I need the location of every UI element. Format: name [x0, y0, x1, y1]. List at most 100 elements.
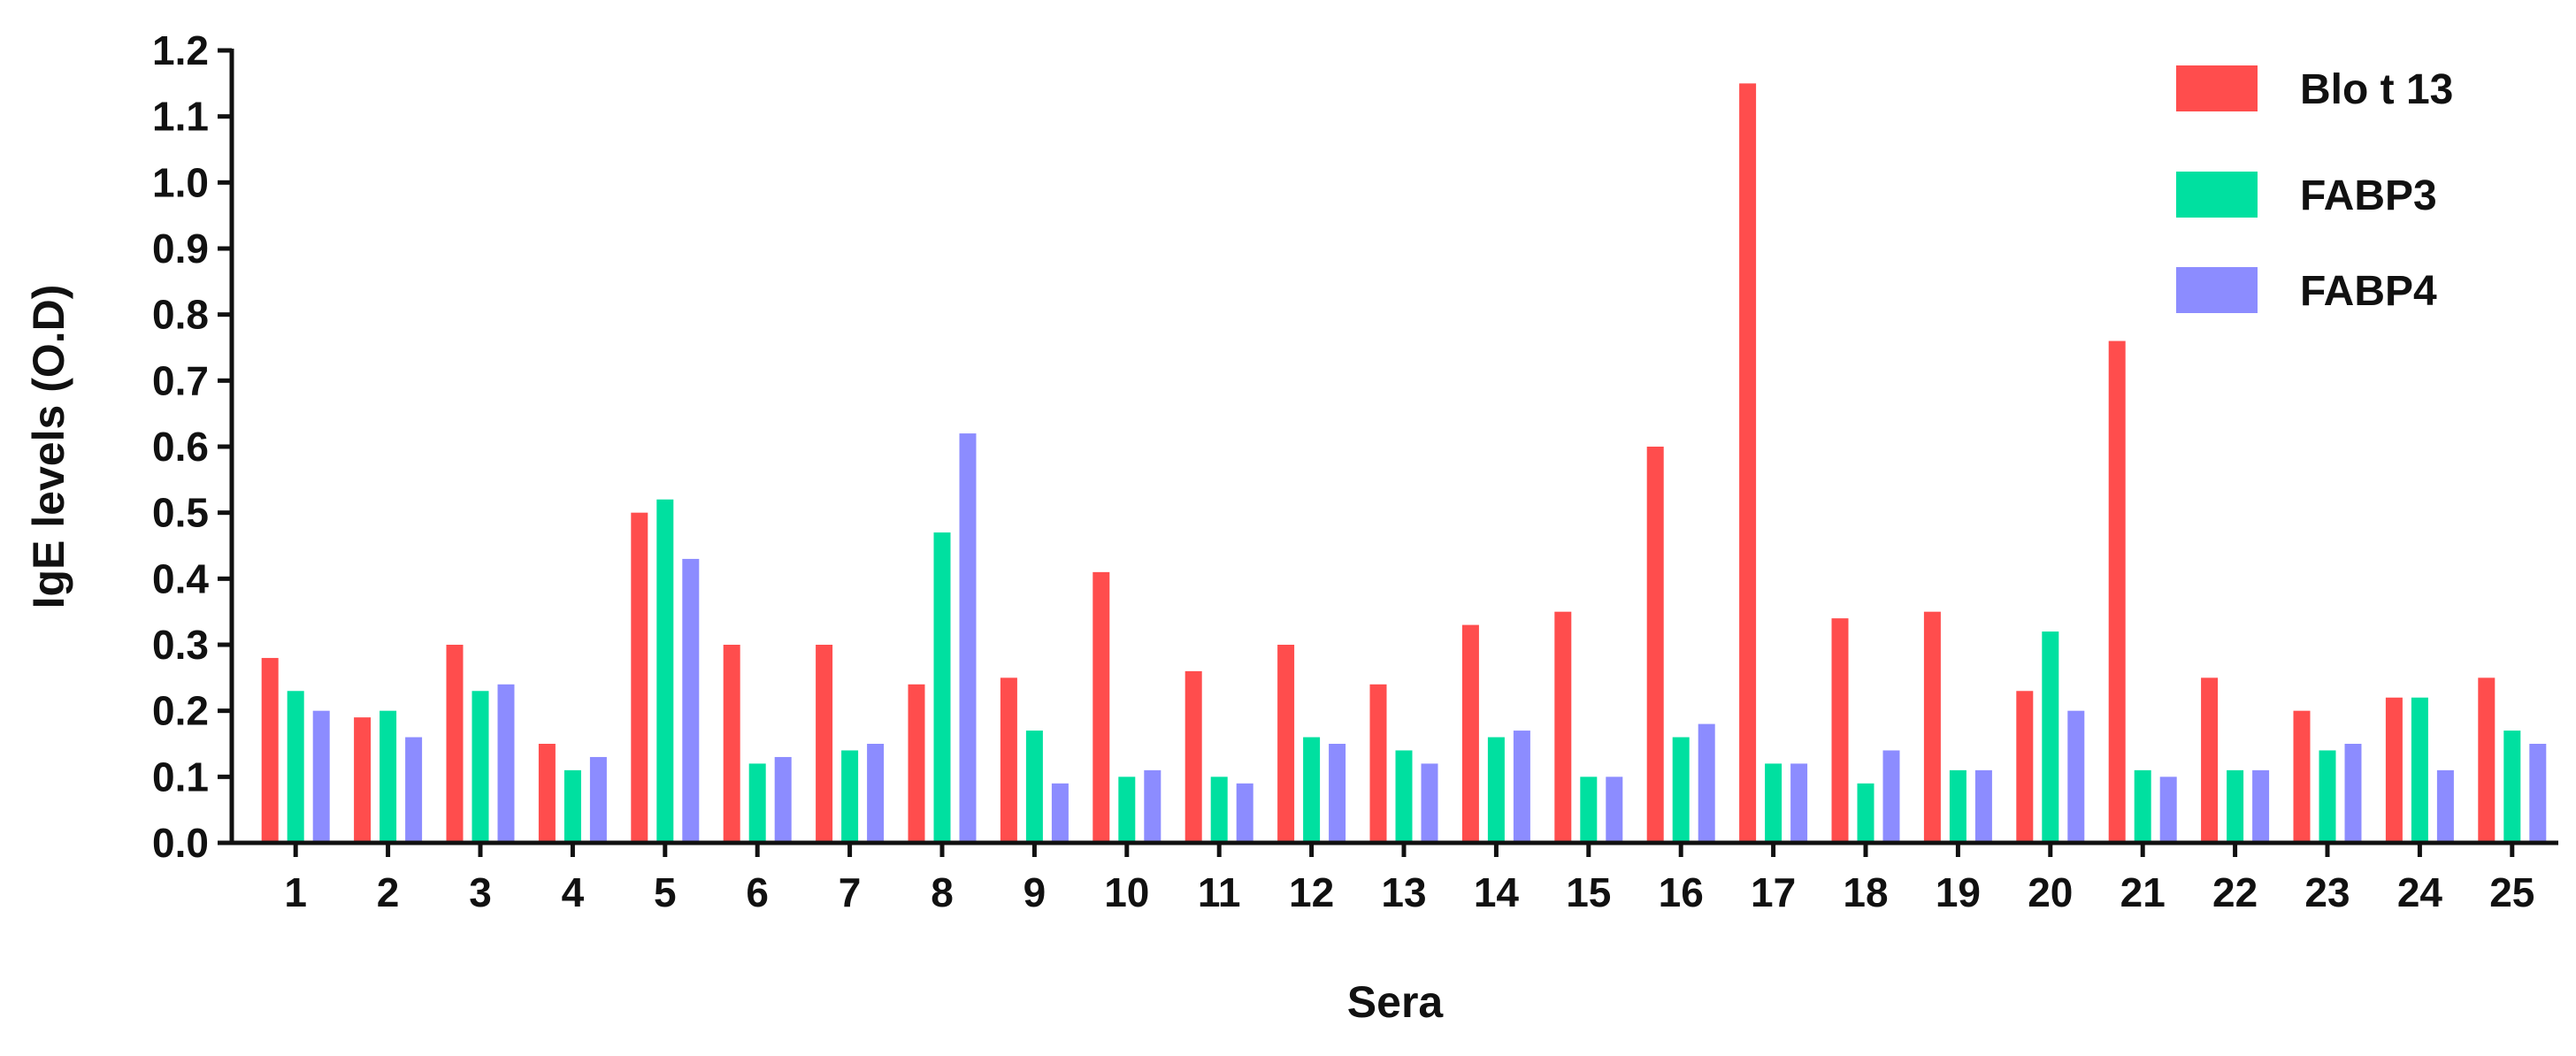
bar-fabp3: [380, 710, 397, 843]
bar-fabp3: [656, 499, 674, 843]
bar-fabp4: [497, 684, 515, 843]
x-tick-label: 15: [1566, 869, 1611, 915]
bar-fabp3: [1303, 737, 1321, 843]
bar-fabp4: [1144, 769, 1162, 843]
y-tick-label: 0.7: [152, 357, 209, 403]
bar-blo-t-13: [723, 645, 740, 843]
bar-blo-t-13: [1369, 684, 1387, 843]
y-tick-label: 0.3: [152, 622, 209, 668]
bar-fabp4: [1329, 744, 1346, 843]
bar-blo-t-13: [261, 657, 279, 843]
x-tick-label: 1: [284, 869, 307, 915]
bar-blo-t-13: [2293, 710, 2311, 843]
bar-blo-t-13: [2201, 677, 2219, 843]
bar-blo-t-13: [2108, 341, 2126, 843]
bar-fabp4: [2436, 769, 2454, 843]
x-tick-label: 16: [1659, 869, 1704, 915]
bar-fabp3: [933, 532, 951, 843]
bar-fabp4: [2159, 777, 2177, 843]
bar-blo-t-13: [1923, 611, 1941, 843]
bar-blo-t-13: [908, 684, 925, 843]
bar-blo-t-13: [1461, 624, 1479, 843]
x-tick-label: 14: [1474, 869, 1520, 915]
bar-fabp3: [1765, 763, 1782, 843]
bar-fabp4: [1882, 750, 1900, 843]
bar-fabp4: [1236, 783, 1254, 843]
bar-blo-t-13: [2478, 677, 2496, 843]
bar-blo-t-13: [1277, 645, 1295, 843]
bar-fabp4: [1051, 783, 1069, 843]
bar-blo-t-13: [631, 512, 648, 843]
x-tick-label: 7: [839, 869, 862, 915]
x-tick-label: 22: [2212, 869, 2258, 915]
y-tick-label: 0.6: [152, 424, 209, 470]
y-tick-label: 0.4: [152, 555, 209, 601]
bar-fabp4: [312, 710, 330, 843]
bar-fabp4: [959, 433, 977, 843]
legend: Blo t 13 FABP3 FABP4: [2176, 65, 2453, 315]
bar-fabp4: [1421, 763, 1438, 843]
bar-fabp3: [472, 691, 489, 843]
legend-label: FABP3: [2300, 172, 2437, 219]
y-tick-label: 1.2: [152, 27, 209, 73]
x-tick-label: 9: [1024, 869, 1046, 915]
legend-label: Blo t 13: [2300, 66, 2453, 113]
x-tick-label: 6: [746, 869, 769, 915]
x-tick-label: 10: [1104, 869, 1149, 915]
bar-fabp3: [1487, 737, 1505, 843]
x-tick-label: 25: [2489, 869, 2534, 915]
bar-fabp4: [1790, 763, 1808, 843]
bar-fabp4: [682, 558, 700, 843]
bar-blo-t-13: [446, 645, 464, 843]
bars-layer: [261, 83, 2547, 844]
x-tick-label: 17: [1751, 869, 1796, 915]
x-tick-label: 2: [377, 869, 400, 915]
bar-fabp3: [1949, 769, 1966, 843]
bar-fabp4: [1606, 777, 1623, 843]
legend-swatch: [2176, 267, 2258, 313]
bar-fabp3: [1395, 750, 1413, 843]
bar-fabp3: [2227, 769, 2244, 843]
x-ticks: 1 2 3 4 5 6 7 8 9 10 11 12 13 14 15 16 17 18 19 20 21 22 23 24 2…: [284, 843, 2534, 915]
y-tick-label: 0.1: [152, 754, 209, 800]
bar-fabp3: [2319, 750, 2336, 843]
bar-blo-t-13: [1646, 447, 1664, 843]
bar-fabp3: [1580, 777, 1598, 843]
y-ticks: 0.0 0.1 0.2 0.3 0.4 0.5 0.6 0.7 0.8 0.9 1.0 1.1 1.2: [152, 27, 232, 866]
bar-fabp3: [2503, 731, 2521, 843]
bar-fabp3: [1210, 777, 1228, 843]
bar-blo-t-13: [354, 717, 372, 843]
bar-blo-t-13: [1831, 618, 1849, 843]
legend-swatch: [2176, 172, 2258, 218]
x-tick-label: 13: [1381, 869, 1426, 915]
y-tick-label: 1.1: [152, 94, 209, 140]
bar-fabp3: [2042, 631, 2059, 843]
x-tick-label: 24: [2397, 869, 2443, 915]
bar-blo-t-13: [1184, 670, 1202, 843]
bar-fabp4: [2252, 769, 2270, 843]
y-axis-title: IgE levels (O.D): [24, 285, 73, 609]
x-tick-label: 18: [1843, 869, 1888, 915]
bar-blo-t-13: [2016, 691, 2034, 843]
bar-fabp4: [1974, 769, 1992, 843]
x-tick-label: 21: [2120, 869, 2166, 915]
bar-fabp3: [1118, 777, 1136, 843]
y-tick-label: 0.0: [152, 820, 209, 866]
bar-blo-t-13: [1739, 83, 1757, 844]
bar-fabp4: [405, 737, 423, 843]
bar-fabp3: [1672, 737, 1690, 843]
x-tick-label: 4: [562, 869, 585, 915]
y-tick-label: 0.9: [152, 226, 209, 272]
bar-fabp3: [2411, 697, 2428, 843]
x-tick-label: 19: [1936, 869, 1981, 915]
bar-fabp4: [867, 744, 885, 843]
x-tick-label: 23: [2304, 869, 2350, 915]
x-tick-label: 12: [1289, 869, 1334, 915]
y-tick-label: 1.0: [152, 159, 209, 205]
legend-swatch: [2176, 65, 2258, 111]
bar-fabp3: [564, 769, 581, 843]
bar-fabp3: [287, 691, 304, 843]
bar-fabp3: [841, 750, 859, 843]
